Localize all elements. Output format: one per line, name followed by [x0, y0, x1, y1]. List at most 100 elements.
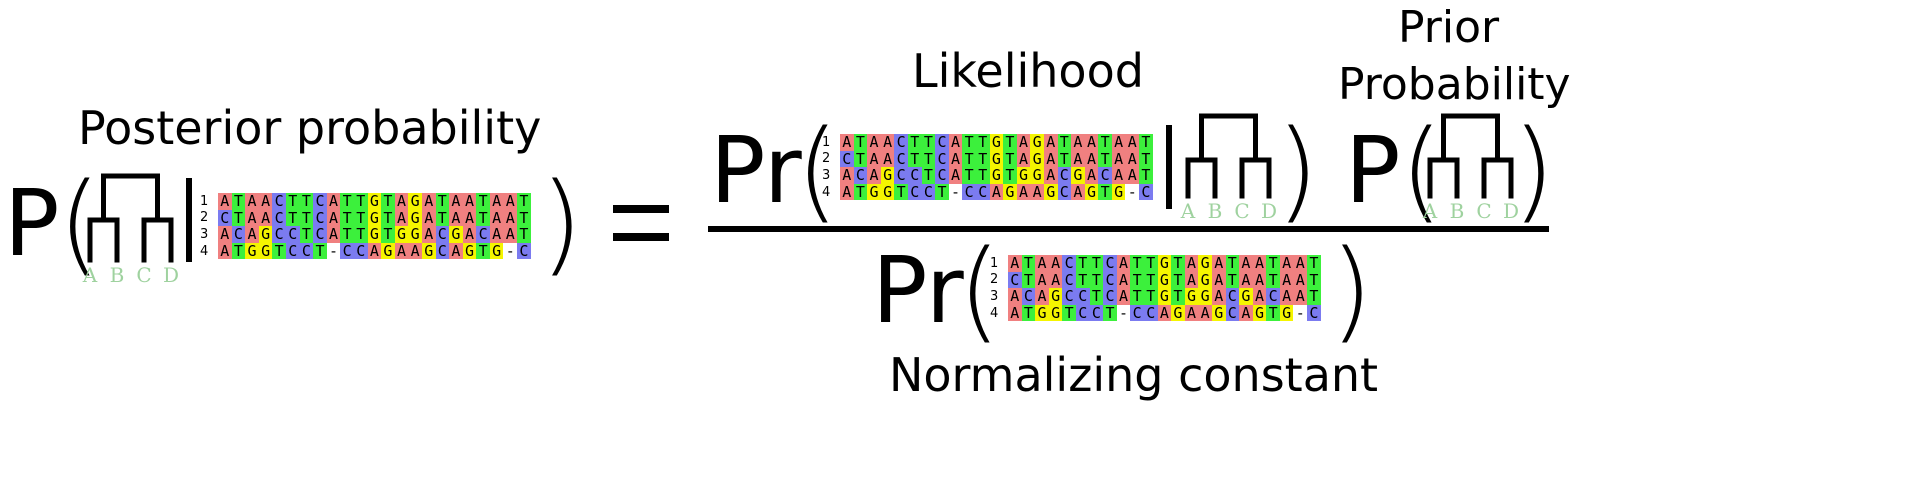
- nucleotide-cell: C: [935, 167, 949, 184]
- nucleotide-cell: -: [1116, 305, 1131, 322]
- nucleotide-cell: C: [1021, 288, 1036, 305]
- nucleotide-cell: A: [867, 150, 881, 168]
- nucleotide-cell: A: [1043, 150, 1058, 168]
- nucleotide-cell: T: [1021, 271, 1036, 289]
- nucleotide-cell: T: [1143, 288, 1158, 305]
- posterior-open-paren: (: [58, 159, 101, 287]
- nucleotide-cell: C: [1103, 255, 1117, 272]
- nucleotide-cell: T: [299, 209, 314, 227]
- alignment-row-number: 1: [990, 255, 999, 271]
- likelihood-Pr-symbol: Pr: [710, 117, 802, 224]
- nucleotide-cell: A: [867, 134, 881, 151]
- nucleotide-cell: T: [921, 134, 936, 151]
- nucleotide-cell: G: [258, 243, 273, 260]
- nucleotide-cell: A: [489, 193, 504, 210]
- prior-label-line2: Probability: [1338, 59, 1571, 110]
- nucleotide-cell: C: [285, 243, 300, 260]
- nucleotide-cell: T: [381, 209, 395, 227]
- nucleotide-cell: A: [394, 243, 409, 260]
- nucleotide-cell: -: [503, 243, 518, 260]
- nucleotide-cell: C: [1143, 305, 1158, 322]
- nucleotide-cell: T: [853, 150, 868, 168]
- nucleotide-cell: A: [1111, 167, 1126, 184]
- nucleotide-cell: C: [272, 209, 286, 227]
- nucleotide-cell: G: [1030, 167, 1044, 184]
- nucleotide-cell: T: [1139, 167, 1153, 184]
- nucleotide-cell: A: [1008, 305, 1022, 322]
- nucleotide-cell: A: [394, 209, 409, 227]
- nucleotide-cell: A: [1084, 167, 1099, 184]
- nucleotide-cell: T: [1266, 255, 1280, 272]
- nucleotide-cell: G: [367, 193, 382, 210]
- nucleotide-cell: T: [435, 193, 450, 210]
- nucleotide-cell: T: [1075, 255, 1090, 272]
- nucleotide-cell: A: [1048, 271, 1063, 289]
- nucleotide-cell: C: [1266, 288, 1280, 305]
- taxon-label: A: [1422, 199, 1438, 223]
- nucleotide-cell: C: [894, 167, 908, 184]
- nucleotide-cell: C: [231, 226, 246, 243]
- nucleotide-cell: G: [989, 150, 1004, 168]
- nucleotide-cell: T: [1171, 288, 1185, 305]
- posterior-probability-label: Posterior probability: [78, 101, 542, 155]
- nucleotide-cell: G: [1279, 305, 1294, 322]
- nucleotide-cell: T: [1130, 288, 1144, 305]
- nucleotide-cell: G: [462, 243, 477, 260]
- nucleotide-cell: A: [462, 226, 477, 243]
- equals-sign: [613, 205, 669, 245]
- taxon-label: B: [1450, 199, 1465, 223]
- nucleotide-cell: C: [1139, 184, 1153, 201]
- nucleotide-cell: A: [1043, 134, 1058, 151]
- nucleotide-cell: A: [1252, 255, 1267, 272]
- nucleotide-cell: A: [1071, 184, 1085, 201]
- nucleotide-cell: C: [894, 134, 908, 151]
- posterior-close-paren: ): [540, 159, 583, 287]
- nucleotide-cell: T: [975, 150, 990, 168]
- nucleotide-cell: C: [1089, 305, 1104, 322]
- nucleotide-cell: T: [340, 226, 354, 243]
- nucleotide-cell: C: [299, 243, 314, 260]
- nucleotide-cell: T: [517, 193, 531, 210]
- nucleotide-cell: A: [1116, 288, 1131, 305]
- nucleotide-cell: A: [218, 243, 232, 260]
- nucleotide-cell: A: [1116, 271, 1131, 289]
- posterior-P-symbol: P: [4, 170, 60, 277]
- taxon-label: B: [110, 263, 125, 287]
- nucleotide-cell: G: [989, 134, 1004, 151]
- nucleotide-cell: A: [1035, 271, 1049, 289]
- taxon-label: C: [1476, 199, 1491, 223]
- posterior-conditional-bar: [186, 178, 192, 262]
- nucleotide-cell: C: [313, 193, 327, 210]
- nucleotide-cell: A: [1293, 271, 1308, 289]
- nucleotide-cell: C: [1130, 305, 1144, 322]
- taxon-label: D: [163, 263, 179, 287]
- nucleotide-cell: C: [1075, 305, 1090, 322]
- taxon-label: D: [1503, 199, 1519, 223]
- nucleotide-cell: T: [1062, 305, 1076, 322]
- prior-label-line1: Prior: [1398, 2, 1500, 53]
- nucleotide-cell: A: [1084, 150, 1099, 168]
- nucleotide-cell: G: [1198, 271, 1212, 289]
- nucleotide-cell: T: [853, 134, 868, 151]
- nucleotide-cell: T: [1057, 150, 1072, 168]
- nucleotide-cell: C: [1098, 167, 1112, 184]
- nucleotide-cell: C: [1075, 288, 1090, 305]
- nucleotide-cell: A: [421, 226, 436, 243]
- nucleotide-cell: T: [435, 209, 450, 227]
- nucleotide-cell: A: [367, 243, 382, 260]
- nucleotide-cell: T: [231, 243, 246, 260]
- taxon-label: A: [1180, 199, 1196, 223]
- nucleotide-cell: A: [840, 134, 854, 151]
- nucleotide-cell: T: [935, 184, 949, 201]
- nucleotide-cell: A: [1016, 184, 1031, 201]
- nucleotide-cell: C: [340, 243, 354, 260]
- nucleotide-cell: C: [272, 226, 286, 243]
- nucleotide-cell: G: [1198, 255, 1212, 272]
- normalizing-Pr-symbol: Pr: [872, 237, 964, 344]
- nucleotide-cell: A: [326, 226, 341, 243]
- nucleotide-cell: A: [840, 167, 854, 184]
- nucleotide-cell: T: [1225, 271, 1240, 289]
